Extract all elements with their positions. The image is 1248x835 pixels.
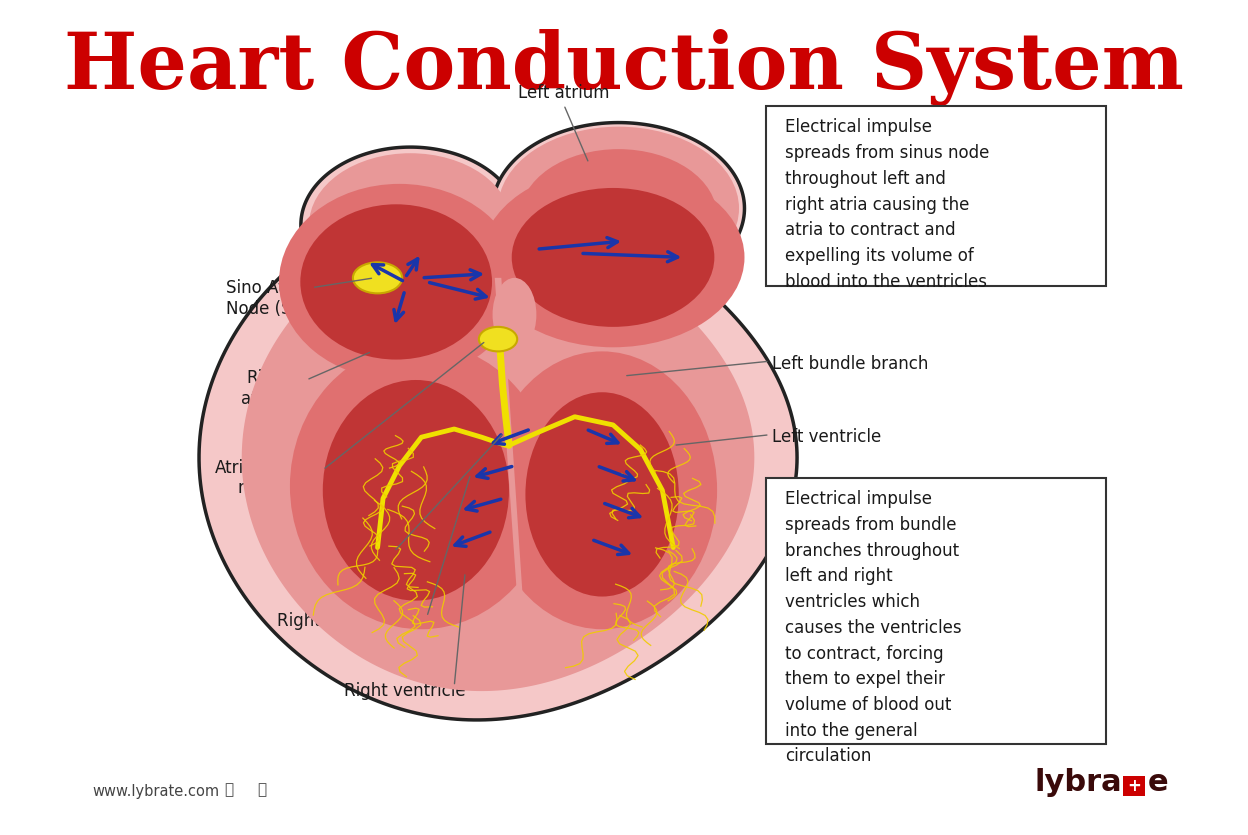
Text: Right
atrium: Right atrium	[241, 369, 296, 407]
Text: e: e	[1148, 767, 1168, 797]
Polygon shape	[301, 147, 520, 302]
Text: Electrical impulse
spreads from sinus node
throughout left and
right atria causi: Electrical impulse spreads from sinus no…	[785, 119, 990, 291]
Ellipse shape	[310, 153, 512, 296]
FancyBboxPatch shape	[766, 478, 1106, 744]
Text: 🍎: 🍎	[257, 782, 266, 797]
Ellipse shape	[482, 168, 745, 347]
Ellipse shape	[353, 262, 402, 293]
Text: Right ventricle: Right ventricle	[344, 681, 466, 700]
FancyBboxPatch shape	[1123, 777, 1146, 796]
Text: Left ventricle: Left ventricle	[771, 428, 881, 446]
Ellipse shape	[498, 127, 739, 290]
Ellipse shape	[525, 392, 679, 596]
Text: lybra: lybra	[1035, 767, 1122, 797]
Ellipse shape	[520, 149, 718, 284]
Text: Sino Atrial
Node (SA): Sino Atrial Node (SA)	[226, 279, 311, 317]
Text: +: +	[1127, 777, 1142, 795]
Polygon shape	[242, 224, 754, 691]
Text: Atrioventricular
node (AV): Atrioventricular node (AV)	[215, 458, 343, 498]
Text: www.lybrate.com: www.lybrate.com	[92, 784, 220, 799]
Text: Bundle of His: Bundle of His	[290, 547, 399, 564]
Polygon shape	[198, 195, 797, 720]
Ellipse shape	[323, 380, 509, 600]
Ellipse shape	[479, 326, 517, 352]
Text: Heart Conduction System: Heart Conduction System	[64, 28, 1184, 105]
Ellipse shape	[280, 184, 520, 380]
Ellipse shape	[344, 188, 477, 278]
Text: Electrical impulse
spreads from bundle
branches throughout
left and right
ventri: Electrical impulse spreads from bundle b…	[785, 490, 962, 766]
Polygon shape	[494, 278, 525, 637]
FancyBboxPatch shape	[766, 106, 1106, 286]
Text: Left atrium: Left atrium	[518, 84, 609, 102]
Polygon shape	[493, 123, 745, 294]
Ellipse shape	[290, 343, 553, 630]
Text: Left bundle branch: Left bundle branch	[771, 355, 929, 372]
Ellipse shape	[512, 188, 714, 326]
Ellipse shape	[487, 352, 718, 630]
Text: 📱: 📱	[225, 782, 233, 797]
Ellipse shape	[301, 205, 492, 360]
Text: Right bundle branch: Right bundle branch	[277, 612, 446, 630]
Ellipse shape	[493, 278, 537, 352]
